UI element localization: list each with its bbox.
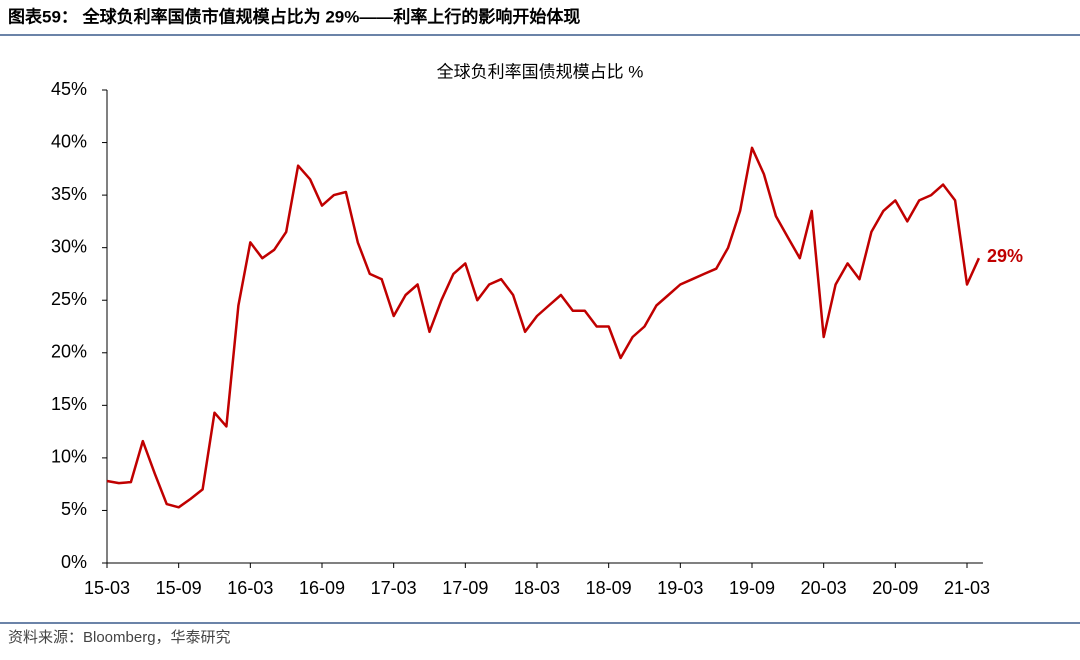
page-title: 图表59： 全球负利率国债市值规模占比为 29%——利率上行的影响开始体现 xyxy=(8,6,580,26)
x-tick-label: 17-09 xyxy=(442,578,488,598)
y-tick-label: 5% xyxy=(61,499,87,519)
y-tick-label: 0% xyxy=(61,552,87,572)
line xyxy=(106,146,981,509)
y-tick-label: 40% xyxy=(51,131,87,151)
y-tick-label: 10% xyxy=(51,447,87,467)
x-tick-label: 15-03 xyxy=(84,578,130,598)
y-tick-label: 45% xyxy=(51,79,87,99)
value-label: 29% xyxy=(987,246,1023,266)
y-tick-label: 35% xyxy=(51,184,87,204)
x-tick-label: 16-03 xyxy=(227,578,273,598)
x-tick-label: 19-03 xyxy=(657,578,703,598)
x-tick-label: 18-09 xyxy=(586,578,632,598)
y-tick-label: 15% xyxy=(51,394,87,414)
x-tick-label: 18-03 xyxy=(514,578,560,598)
x-tick-label: 21-03 xyxy=(944,578,990,598)
x-tick-label: 20-09 xyxy=(872,578,918,598)
chart-title: 全球负利率国债规模占比 % xyxy=(437,62,644,81)
x-tick-label: 17-03 xyxy=(371,578,417,598)
x-tick-label: 15-09 xyxy=(156,578,202,598)
y-tick-label: 30% xyxy=(51,236,87,256)
x-tick-label: 16-09 xyxy=(299,578,345,598)
y-tick-label: 25% xyxy=(51,289,87,309)
x-tick-label: 19-09 xyxy=(729,578,775,598)
y-tick-label: 20% xyxy=(51,342,87,362)
source: 资料来源：Bloomberg，华泰研究 xyxy=(8,629,231,646)
x-tick-label: 20-03 xyxy=(801,578,847,598)
